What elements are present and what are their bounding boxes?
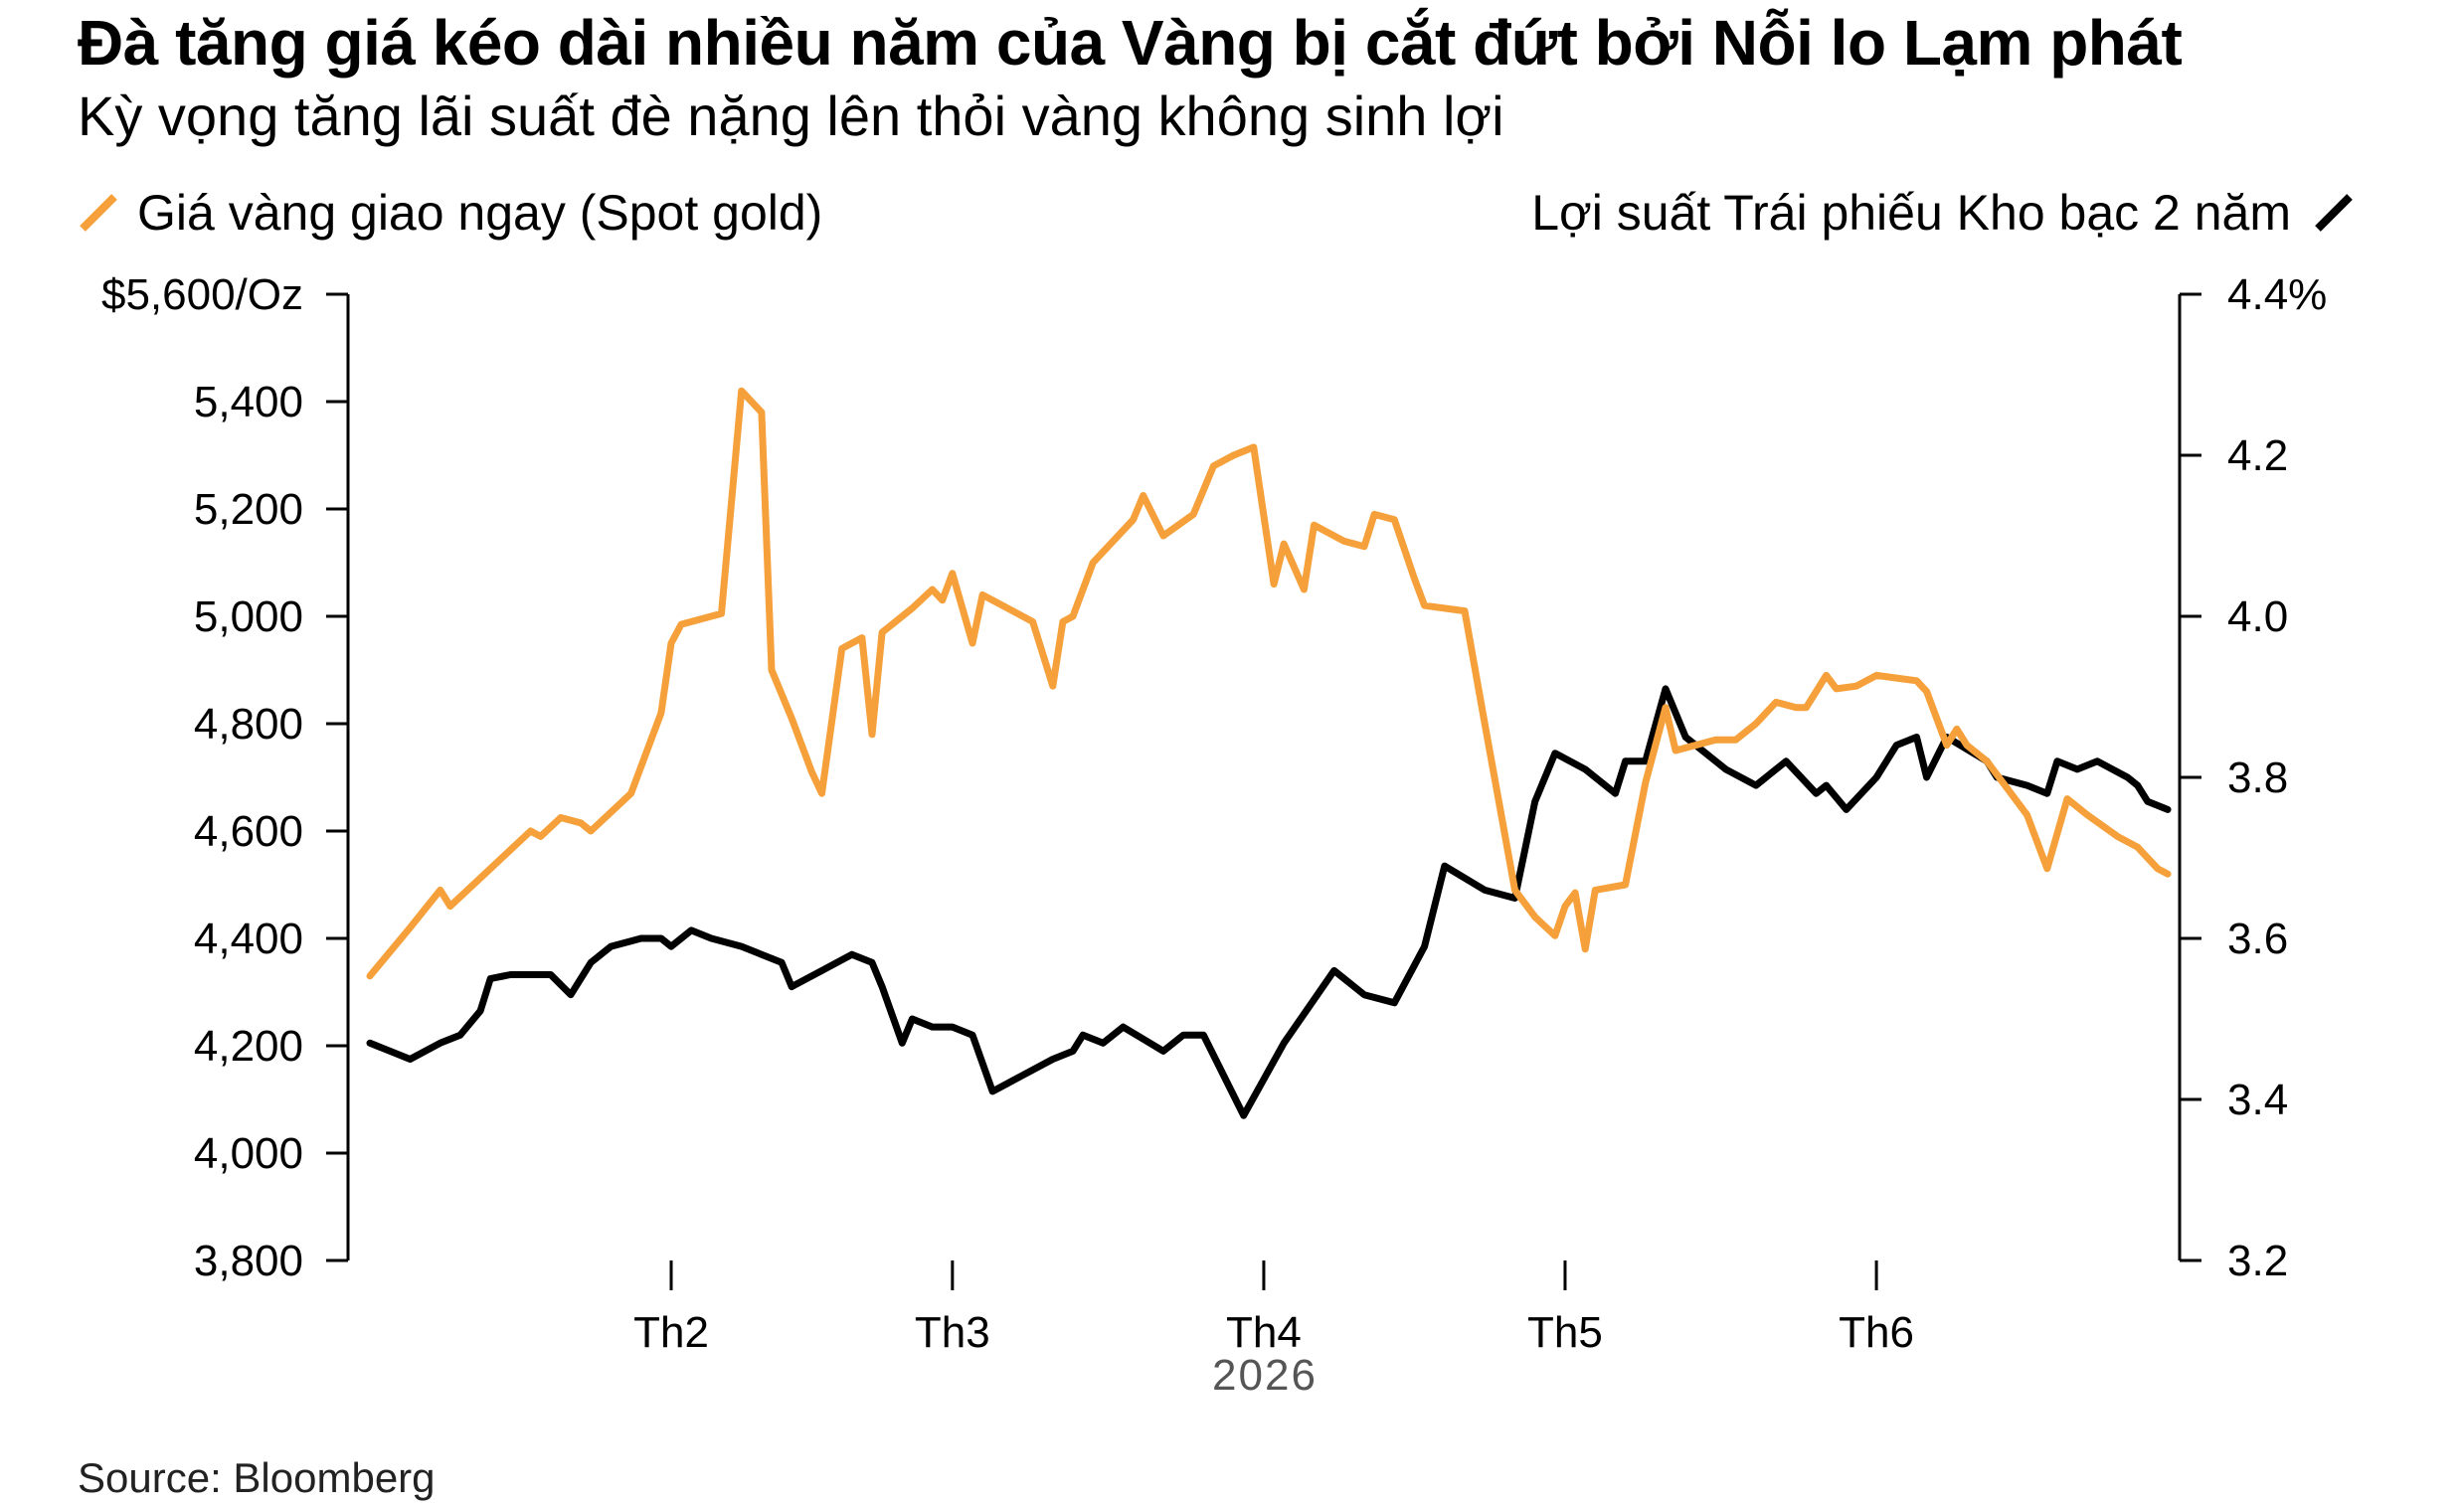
x-axis-tick-label: Th5 (1527, 1308, 1603, 1357)
treasury-yield-line (366, 685, 2172, 1119)
gold-price-line (366, 387, 2172, 980)
left-axis-tick-label: 5,000 (194, 592, 303, 641)
left-axis-tick-label: 4,000 (194, 1129, 303, 1178)
black-slash-icon (2315, 194, 2353, 232)
left-axis-tick-label: 4,200 (194, 1022, 303, 1071)
x-axis-tick-label: Th2 (633, 1308, 709, 1357)
left-axis-tick-label: 5,400 (194, 378, 303, 426)
axes-layer: 3,800 4,000 4,200 4,400 4,600 4,800 5,000 5,200… (101, 270, 2327, 1400)
right-axis-tick-label: 4.4% (2227, 270, 2327, 319)
chart-title: Đà tăng giá kéo dài nhiều năm của Vàng b… (78, 7, 2183, 79)
left-axis-tick-label: $5,600/Oz (101, 270, 303, 319)
left-axis-tick-label: 4,800 (194, 700, 303, 749)
right-axis-tick-label: 3.4 (2227, 1076, 2288, 1124)
source-note: Source: Bloomberg (78, 1454, 436, 1501)
right-axis-tick-label: 3.8 (2227, 754, 2288, 802)
left-axis-tick-label: 4,400 (194, 915, 303, 963)
legend-left-label: Giá vàng giao ngay (Spot gold) (137, 185, 823, 241)
series-layer (366, 387, 2172, 1119)
x-axis-tick-label: Th3 (915, 1308, 990, 1357)
chart-subtitle: Kỳ vọng tăng lãi suất đè nặng lên thỏi v… (78, 84, 1504, 147)
right-axis-tick-label: 4.0 (2227, 592, 2288, 641)
left-axis-tick-label: 3,800 (194, 1237, 303, 1285)
legend-right-label: Lợi suất Trái phiếu Kho bạc 2 năm (1531, 185, 2291, 241)
right-axis-tick-label: 3.2 (2227, 1237, 2288, 1285)
right-axis-tick-label: 4.2 (2227, 431, 2288, 480)
x-axis-tick-label: Th6 (1839, 1308, 1914, 1357)
legend-left: Giá vàng giao ngay (Spot gold) (78, 184, 822, 242)
orange-slash-icon (80, 194, 117, 232)
left-axis-tick-label: 4,600 (194, 807, 303, 856)
x-axis-year-label: 2026 (1212, 1351, 1318, 1400)
legend-right: Lợi suất Trái phiếu Kho bạc 2 năm (1531, 184, 2355, 242)
left-axis-tick-label: 5,200 (194, 485, 303, 534)
x-axis-tick-label: Th4 (1226, 1308, 1302, 1357)
right-axis-tick-label: 3.6 (2227, 915, 2288, 963)
